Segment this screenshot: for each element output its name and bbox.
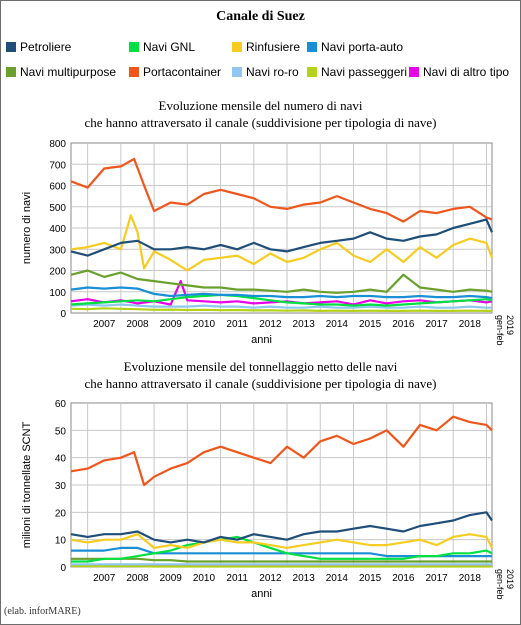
y-axis-label: numero di navi [21,192,33,264]
legend-label: Navi di altro tipo [423,65,510,79]
chart-title-line: Evoluzione mensile del numero di navi [158,98,363,113]
x-end-label: 2019 [505,569,515,589]
x-axis-label: anni [251,588,272,600]
legend-item-navi-di-altro-tipo: Navi di altro tipo [409,65,509,79]
y-tick-label: 20 [55,508,67,519]
page-title: Canale di Suez [216,9,305,24]
legend-swatch [232,42,242,52]
x-tick-label: 2013 [293,319,316,330]
chart-title-tonnage: Evoluzione mensile del tonnellaggio nett… [0,358,521,392]
legend-swatch [129,42,139,52]
y-tick-label: 100 [49,288,66,299]
y-tick-label: 800 [49,139,66,150]
y-tick-label: 200 [49,267,66,278]
x-tick-label: 2010 [193,319,216,330]
x-tick-label: 2017 [425,573,448,584]
x-tick-label: 2008 [126,319,149,330]
legend-label: Navi multipurpose [20,65,117,79]
legend-swatch [129,67,139,77]
series-line-navi-passeggeri [70,307,492,312]
x-tick-label: 2012 [259,573,282,584]
x-tick-label: 2009 [160,573,183,584]
x-tick-label: 2014 [326,319,349,330]
legend-item-navi-ro-ro: Navi ro-ro [232,65,299,79]
series-line-navi-gnl [71,535,493,563]
x-tick-label: 2007 [93,319,116,330]
x-tick-label: 2011 [226,573,248,584]
x-tick-label: 2010 [193,573,216,584]
x-tick-label: 2015 [359,319,382,330]
x-tick-label: 2016 [392,573,415,584]
legend-label: Navi porta-auto [321,40,404,54]
y-tick-label: 0 [60,563,66,574]
series-line-petroliere [70,511,493,544]
x-tick-label: 2007 [93,573,116,584]
legend-swatch [6,42,16,52]
x-tick-label: 2011 [226,319,248,330]
legend-item-petroliere: Petroliere [6,40,71,54]
legend-label: Portacontainer [143,65,222,79]
x-tick-label: 2008 [126,573,149,584]
x-tick-label: 2013 [293,573,316,584]
x-tick-label: 2016 [392,319,415,330]
legend-label: Navi ro-ro [246,65,299,79]
y-tick-label: 50 [55,426,67,437]
chart-title-ships: Evoluzione mensile del numero di navi ch… [0,97,521,131]
credit-text: (elab. inforMARE) [4,606,81,617]
y-tick-label: 600 [49,182,66,193]
series-line-portacontainer [70,157,493,223]
legend-swatch [307,67,317,77]
x-tick-label: 2009 [160,319,183,330]
y-axis-label: milioni di tonnellate SCNT [21,421,33,548]
x-axis-label: anni [251,334,272,346]
legend-label: Navi passeggeri [321,65,408,79]
series-line-navi-multipurpose [70,269,493,294]
chart-title-line: che hanno attraversato il canale (suddiv… [84,115,437,130]
y-tick-label: 400 [49,224,66,235]
legend-item-rinfusiere: Rinfusiere [232,40,300,54]
x-end-label: 2019 [505,315,515,335]
x-tick-label: 2012 [259,319,282,330]
y-tick-label: 40 [55,454,67,465]
series-line-navi-porta-auto [70,286,493,300]
series-line-navi-ro-ro [70,303,492,309]
legend-item-navi-porta-auto: Navi porta-auto [307,40,403,54]
legend-swatch [307,42,317,52]
legend-label: Petroliere [20,40,72,54]
series-line-navi-gnl [70,293,493,307]
legend-swatch [409,67,419,77]
legend-item-navi-multipurpose: Navi multipurpose [6,65,116,79]
legend-label: Navi GNL [143,40,196,54]
series-line-rinfusiere [70,533,493,550]
legend-item-navi-passeggeri: Navi passeggeri [307,65,407,79]
chart-title-line: Evoluzione mensile del tonnellaggio nett… [123,359,398,374]
x-tick-label: 2018 [459,573,482,584]
y-tick-label: 700 [49,160,66,171]
y-tick-label: 500 [49,203,66,214]
y-tick-label: 300 [49,245,66,256]
series-line-portacontainer [70,415,493,487]
x-tick-label: 2018 [459,319,482,330]
x-tick-label: 2014 [326,573,349,584]
legend-item-navi-gnl: Navi GNL [129,40,195,54]
y-tick-label: 60 [55,399,67,410]
series-line-rinfusiere [70,214,494,272]
series-line-navi-multipurpose [71,557,492,563]
y-tick-label: 0 [60,309,66,320]
chart-title-line: che hanno attraversato il canale (suddiv… [84,376,437,391]
legend-label: Rinfusiere [246,40,301,54]
legend-swatch [232,67,242,77]
x-end-label: gen-feb [495,315,505,346]
x-end-label: gen-feb [495,569,505,600]
x-tick-label: 2017 [425,319,448,330]
y-tick-label: 10 [55,536,67,547]
legend-item-portacontainer: Portacontainer [129,65,221,79]
series-line-petroliere [70,218,494,257]
legend-swatch [6,67,16,77]
x-tick-label: 2015 [359,573,382,584]
y-tick-label: 30 [55,481,67,492]
